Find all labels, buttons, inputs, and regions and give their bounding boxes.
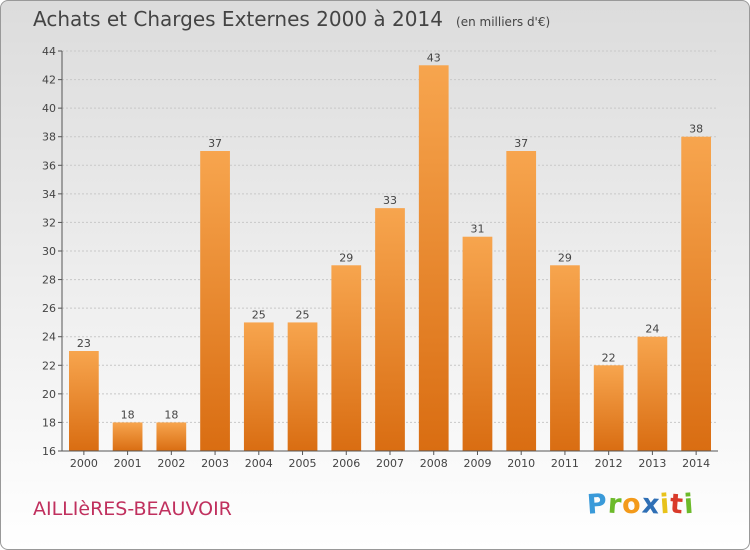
bar bbox=[681, 136, 712, 451]
bar bbox=[637, 336, 668, 451]
logo-letter: o bbox=[621, 488, 643, 521]
logo-letter: x bbox=[640, 488, 662, 521]
bar bbox=[331, 265, 362, 451]
commune-name: AILLIèRES-BEAUVOIR bbox=[33, 498, 232, 520]
y-tick-label: 20 bbox=[42, 388, 56, 401]
y-tick-label: 16 bbox=[42, 445, 56, 458]
bar-value-label: 37 bbox=[208, 137, 222, 150]
x-tick-label: 2001 bbox=[114, 457, 142, 470]
bar bbox=[200, 151, 230, 451]
axes: 16 18 20 22 24 26 28 30 32 34 36 38 40 42 44 2000 2001 20… bbox=[42, 45, 718, 470]
x-tick-label: 2014 bbox=[682, 457, 710, 470]
chart-subtitle: (en milliers d'€) bbox=[456, 15, 551, 29]
bar bbox=[112, 422, 143, 451]
bar bbox=[243, 322, 274, 451]
x-tick-label: 2006 bbox=[332, 457, 360, 470]
proxiti-logo: Proxiti bbox=[585, 488, 696, 521]
bar-value-label: 43 bbox=[427, 51, 441, 64]
y-tick-label: 34 bbox=[42, 188, 56, 201]
bar-value-label: 18 bbox=[121, 408, 135, 421]
bar bbox=[68, 351, 99, 451]
x-tick-label: 2013 bbox=[638, 457, 666, 470]
bar-value-label: 22 bbox=[602, 351, 616, 364]
y-tick-label: 26 bbox=[42, 302, 56, 315]
y-tick-label: 38 bbox=[42, 131, 56, 144]
x-tick-label: 2009 bbox=[463, 457, 491, 470]
bar-value-label: 37 bbox=[514, 137, 528, 150]
x-tick-label: 2004 bbox=[245, 457, 273, 470]
y-tick-label: 22 bbox=[42, 359, 56, 372]
x-tick-label: 2012 bbox=[595, 457, 623, 470]
bar bbox=[462, 236, 493, 451]
y-tick-label: 24 bbox=[42, 331, 56, 344]
bar bbox=[418, 65, 449, 452]
bar bbox=[506, 151, 537, 451]
x-tick-label: 2008 bbox=[420, 457, 448, 470]
y-tick-label: 40 bbox=[42, 102, 56, 115]
bar bbox=[287, 322, 318, 451]
bar-value-label: 18 bbox=[164, 408, 178, 421]
x-tick-label: 2003 bbox=[201, 457, 229, 470]
x-tick-label: 2005 bbox=[289, 457, 317, 470]
bar-value-label: 25 bbox=[296, 308, 310, 321]
bar-value-label: 33 bbox=[383, 194, 397, 207]
y-tick-label: 32 bbox=[42, 216, 56, 229]
x-tick-label: 2002 bbox=[157, 457, 185, 470]
x-tick-label: 2000 bbox=[70, 457, 98, 470]
x-tick-label: 2010 bbox=[507, 457, 535, 470]
logo-letter: i bbox=[683, 488, 696, 521]
chart-title: Achats et Charges Externes 2000 à 2014 (… bbox=[33, 7, 550, 31]
y-tick-label: 28 bbox=[42, 274, 56, 287]
bar-value-label: 24 bbox=[645, 323, 659, 336]
y-tick-label: 42 bbox=[42, 74, 56, 87]
logo-letter: P bbox=[585, 488, 609, 521]
bar-value-label: 23 bbox=[77, 337, 91, 350]
bar bbox=[156, 422, 187, 451]
bar-value-label: 29 bbox=[558, 251, 572, 264]
bar-value-label: 29 bbox=[339, 251, 353, 264]
bar bbox=[593, 365, 624, 451]
x-tick-label: 2011 bbox=[551, 457, 579, 470]
y-tick-label: 36 bbox=[42, 159, 56, 172]
y-tick-label: 30 bbox=[42, 245, 56, 258]
bars: 23 18 18 37 25 25 29 33 43 31 37 29 22 24 38 bbox=[68, 51, 712, 452]
y-tick-label: 44 bbox=[42, 45, 56, 58]
x-tick-label: 2007 bbox=[376, 457, 404, 470]
y-tick-label: 18 bbox=[42, 416, 56, 429]
chart-title-main: Achats et Charges Externes 2000 à 2014 bbox=[33, 7, 443, 31]
bar-value-label: 25 bbox=[252, 308, 266, 321]
bar bbox=[550, 265, 580, 451]
bar-value-label: 31 bbox=[470, 223, 484, 236]
bar bbox=[375, 208, 405, 451]
bar-value-label: 38 bbox=[689, 123, 703, 136]
